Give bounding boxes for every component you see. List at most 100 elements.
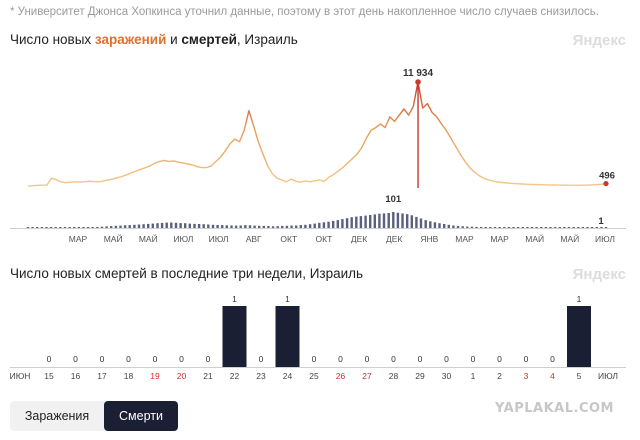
death-bar	[544, 227, 548, 228]
death-bar	[521, 227, 524, 228]
bar-value-label: 0	[73, 354, 78, 364]
death-bar	[336, 220, 339, 228]
title-part-3: и	[166, 32, 182, 47]
bar-value-label: 0	[100, 354, 105, 364]
x-tick-label: МАР	[69, 234, 88, 244]
main-chart-title: Число новых заражений и смертей, Израиль	[10, 32, 298, 47]
death-bar	[276, 226, 279, 228]
death-bar	[318, 222, 321, 228]
death-bar	[82, 227, 85, 228]
infections-peak-dot	[415, 79, 421, 85]
x-tick-label: ЯНВ	[420, 234, 438, 244]
bar-category-label: 19	[150, 371, 160, 381]
bar-value-label: 0	[524, 354, 529, 364]
footnote: * Университет Джонса Хопкинса уточнил да…	[10, 6, 599, 18]
death-bar	[59, 227, 62, 228]
death-bar	[156, 223, 159, 228]
bar-category-label: 21	[203, 371, 213, 381]
death-bar	[507, 227, 511, 228]
death-bar	[378, 213, 381, 228]
bar-category-label: 26	[336, 371, 346, 381]
brand-logo-top: Яндекс	[572, 32, 626, 49]
death-bar	[590, 227, 594, 228]
death-bar	[216, 225, 219, 228]
death-bar	[202, 224, 205, 228]
death-bar	[401, 213, 404, 228]
tab-deaths[interactable]: Смерти	[104, 401, 178, 431]
bar-category-label: 25	[309, 371, 319, 381]
death-bar	[128, 225, 131, 228]
death-bar	[350, 217, 353, 228]
x-tick-label: ОКТ	[316, 234, 333, 244]
metric-tabs: Заражения Смерти	[10, 401, 178, 431]
death-bar	[160, 222, 164, 228]
death-bar	[188, 223, 191, 228]
death-bar	[244, 225, 247, 228]
death-bar	[31, 227, 34, 228]
death-bar	[193, 223, 196, 228]
bar-category-label: 20	[177, 371, 187, 381]
bar-value-label: 1	[232, 294, 237, 304]
death-bar	[295, 225, 298, 228]
x-tick-label: ИЮЛ	[595, 234, 615, 244]
death-bar	[96, 227, 99, 228]
death-bar	[526, 227, 529, 228]
death-bar	[239, 225, 242, 228]
tab-infections[interactable]: Заражения	[24, 409, 90, 423]
bar-value-label: 0	[312, 354, 317, 364]
death-bar	[466, 226, 469, 228]
death-bar	[308, 224, 312, 228]
death-bar	[63, 227, 67, 228]
death-bar	[572, 227, 575, 228]
death-bar	[604, 227, 608, 228]
bar-category-label: 18	[124, 371, 134, 381]
title-part-infections: заражений	[94, 32, 167, 47]
death-bar	[452, 225, 455, 228]
deaths-last-label: 1	[598, 216, 604, 227]
brand-logo-bottom: Яндекс	[572, 266, 626, 283]
bar-value-label: 0	[206, 354, 211, 364]
death-bar	[470, 226, 474, 228]
death-bar	[396, 212, 400, 228]
death-bar	[40, 227, 44, 228]
infections-line	[27, 81, 607, 187]
death-bar	[406, 214, 409, 228]
death-bar	[54, 227, 57, 228]
death-bar	[119, 225, 122, 228]
death-bar	[553, 227, 557, 228]
bar-category-label: 5	[577, 371, 582, 381]
death-bar	[258, 225, 261, 228]
death-bar	[170, 222, 173, 228]
bar-value-label: 0	[259, 354, 264, 364]
death-bar	[332, 220, 335, 228]
death-bar	[123, 225, 127, 228]
death-bar	[563, 227, 566, 228]
death-bar	[234, 225, 238, 228]
death-bar	[253, 225, 256, 228]
bar-value-label: 1	[577, 294, 582, 304]
bar-category-label: 27	[362, 371, 372, 381]
bar-category-label: 2	[497, 371, 502, 381]
bar-category-label: 3	[524, 371, 529, 381]
death-bar	[304, 224, 307, 228]
death-bar	[91, 227, 94, 228]
death-bar	[540, 227, 543, 228]
infections-last-label: 496	[599, 171, 615, 182]
death-bar	[410, 215, 413, 228]
bar-value-label: 0	[444, 354, 449, 364]
death-bar	[456, 225, 460, 228]
death-bar	[382, 213, 386, 228]
death-bar	[322, 222, 326, 228]
death-bar	[433, 222, 437, 228]
bar-category-label: 30	[442, 371, 452, 381]
main-chart: 11 934 496 101 1 МАР МАЙ МАЙ ИЮЛ ИЮЛ АВГ ОКТ ОКТ ДЕК…	[10, 68, 626, 244]
death-bar	[211, 224, 215, 228]
death-bar	[165, 222, 168, 228]
death-bar	[581, 227, 585, 228]
death-bar	[271, 226, 275, 228]
death-bar	[567, 306, 591, 367]
bar-value-label: 1	[285, 294, 290, 304]
death-bar	[512, 227, 515, 228]
death-bar	[290, 225, 293, 228]
death-bar	[184, 223, 187, 228]
